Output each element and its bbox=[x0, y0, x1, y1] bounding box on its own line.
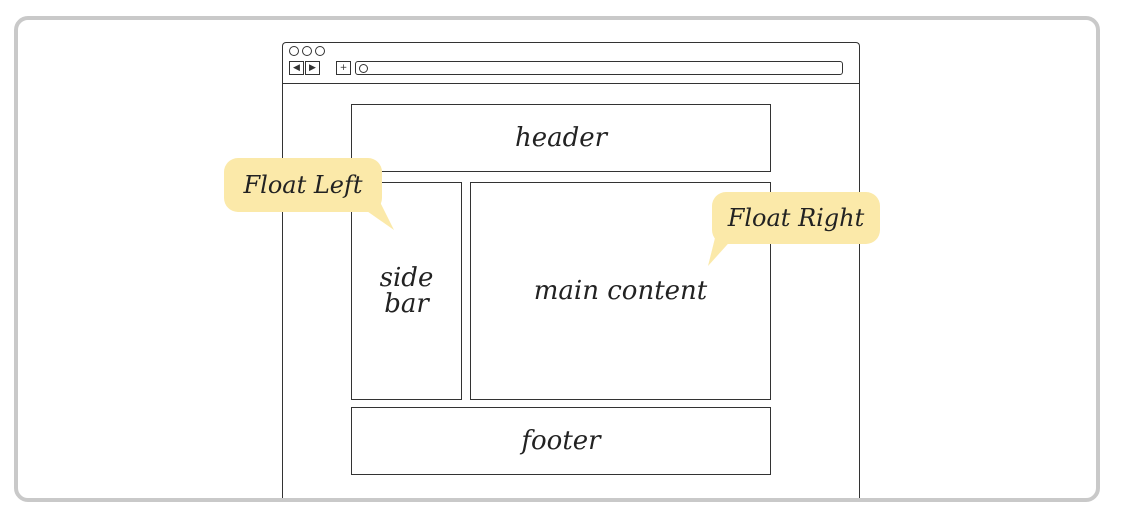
sidebar-label-line1: side bbox=[379, 263, 434, 293]
float-right-label: Float Right bbox=[727, 204, 865, 232]
sidebar-box: side bar bbox=[351, 182, 462, 400]
diagram-frame: ◀ ▶ + header side bar main content foote… bbox=[14, 16, 1100, 502]
header-label: header bbox=[514, 123, 608, 153]
sidebar-label-line2: bar bbox=[384, 289, 429, 319]
footer-label: footer bbox=[521, 426, 601, 456]
window-control-icon bbox=[302, 46, 312, 56]
window-control-icon bbox=[289, 46, 299, 56]
browser-window-sketch: ◀ ▶ + bbox=[282, 42, 860, 498]
footer-box: footer bbox=[351, 407, 771, 475]
float-right-callout: Float Right bbox=[712, 192, 880, 244]
main-content-label: main content bbox=[533, 276, 708, 306]
plus-icon: + bbox=[336, 61, 351, 75]
address-bar bbox=[355, 61, 843, 75]
back-arrow-icon: ◀ bbox=[289, 61, 304, 75]
address-circle-icon bbox=[359, 63, 368, 73]
float-left-label: Float Left bbox=[243, 171, 363, 199]
float-left-callout: Float Left bbox=[224, 158, 382, 212]
toolbar-divider bbox=[283, 83, 859, 84]
header-box: header bbox=[351, 104, 771, 172]
callout-tails bbox=[354, 202, 744, 266]
window-control-icon bbox=[315, 46, 325, 56]
forward-arrow-icon: ▶ bbox=[305, 61, 320, 75]
main-content-box: main content bbox=[470, 182, 771, 400]
